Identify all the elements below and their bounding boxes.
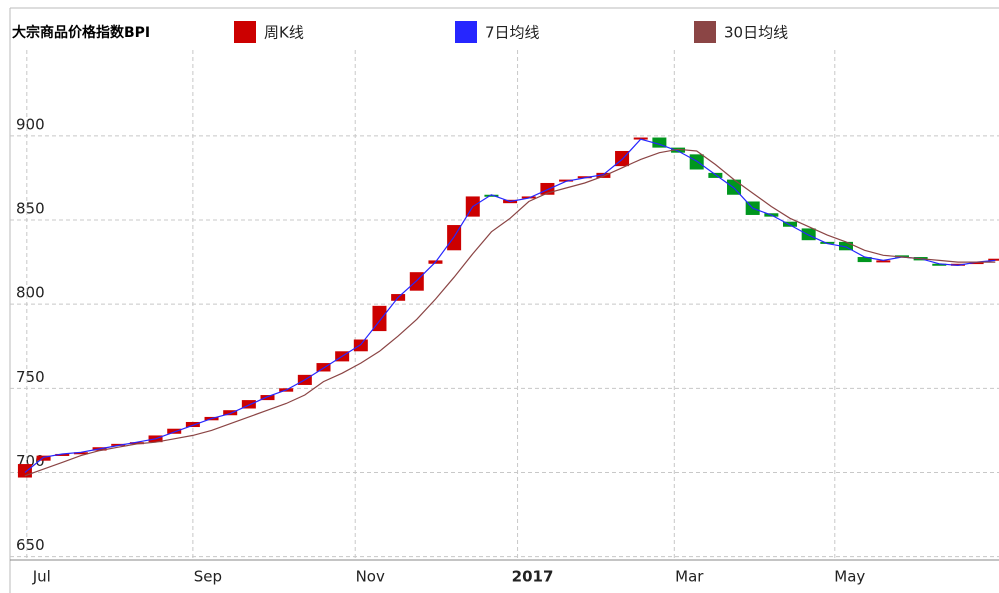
line	[24, 138, 996, 473]
candle	[652, 137, 667, 148]
y-tick-label: 800	[16, 284, 45, 302]
candle	[633, 137, 648, 140]
legend-swatch	[234, 21, 256, 43]
candle	[857, 257, 872, 263]
candle	[596, 172, 611, 178]
candle	[671, 147, 686, 153]
candle	[689, 154, 704, 170]
candle	[988, 258, 999, 261]
x-tick-label: 2017	[512, 568, 554, 586]
y-tick-label: 850	[16, 200, 45, 218]
candle	[484, 194, 499, 197]
y-tick-label: 750	[16, 368, 45, 386]
candle	[185, 421, 200, 428]
candle	[783, 221, 798, 227]
legend-swatch	[694, 21, 716, 43]
candle	[521, 196, 536, 199]
candle	[577, 176, 592, 179]
candle	[111, 443, 126, 446]
x-tick-label: Mar	[675, 568, 704, 586]
y-tick-label: 900	[16, 115, 45, 133]
candle	[223, 410, 238, 416]
x-tick-label: Jul	[32, 568, 51, 586]
legend-label: 30日均线	[724, 24, 788, 42]
candle	[801, 228, 816, 241]
legend-label: 7日均线	[485, 24, 540, 42]
candle	[129, 442, 144, 445]
candle	[260, 395, 275, 401]
y-tick-label: 650	[16, 536, 45, 554]
candle	[876, 260, 891, 263]
candle	[353, 339, 368, 352]
x-tick-label: Nov	[356, 568, 385, 586]
chart-title: 大宗商品价格指数BPI	[12, 24, 150, 41]
candle	[894, 255, 909, 258]
candle	[36, 455, 51, 461]
candle	[241, 400, 256, 409]
candle	[73, 452, 88, 455]
candle	[969, 262, 984, 265]
candle	[559, 179, 574, 182]
candle	[932, 263, 947, 266]
candle	[540, 182, 555, 195]
legend-label: 周K线	[264, 24, 304, 42]
candle	[167, 428, 182, 434]
candle	[708, 172, 723, 178]
candle	[55, 453, 70, 456]
candle	[820, 241, 835, 244]
line	[24, 148, 996, 477]
x-tick-label: Sep	[194, 568, 222, 586]
legend-swatch	[455, 21, 477, 43]
candle	[838, 241, 853, 251]
x-tick-label: May	[834, 568, 865, 586]
candle	[316, 363, 331, 372]
candle	[950, 263, 965, 266]
